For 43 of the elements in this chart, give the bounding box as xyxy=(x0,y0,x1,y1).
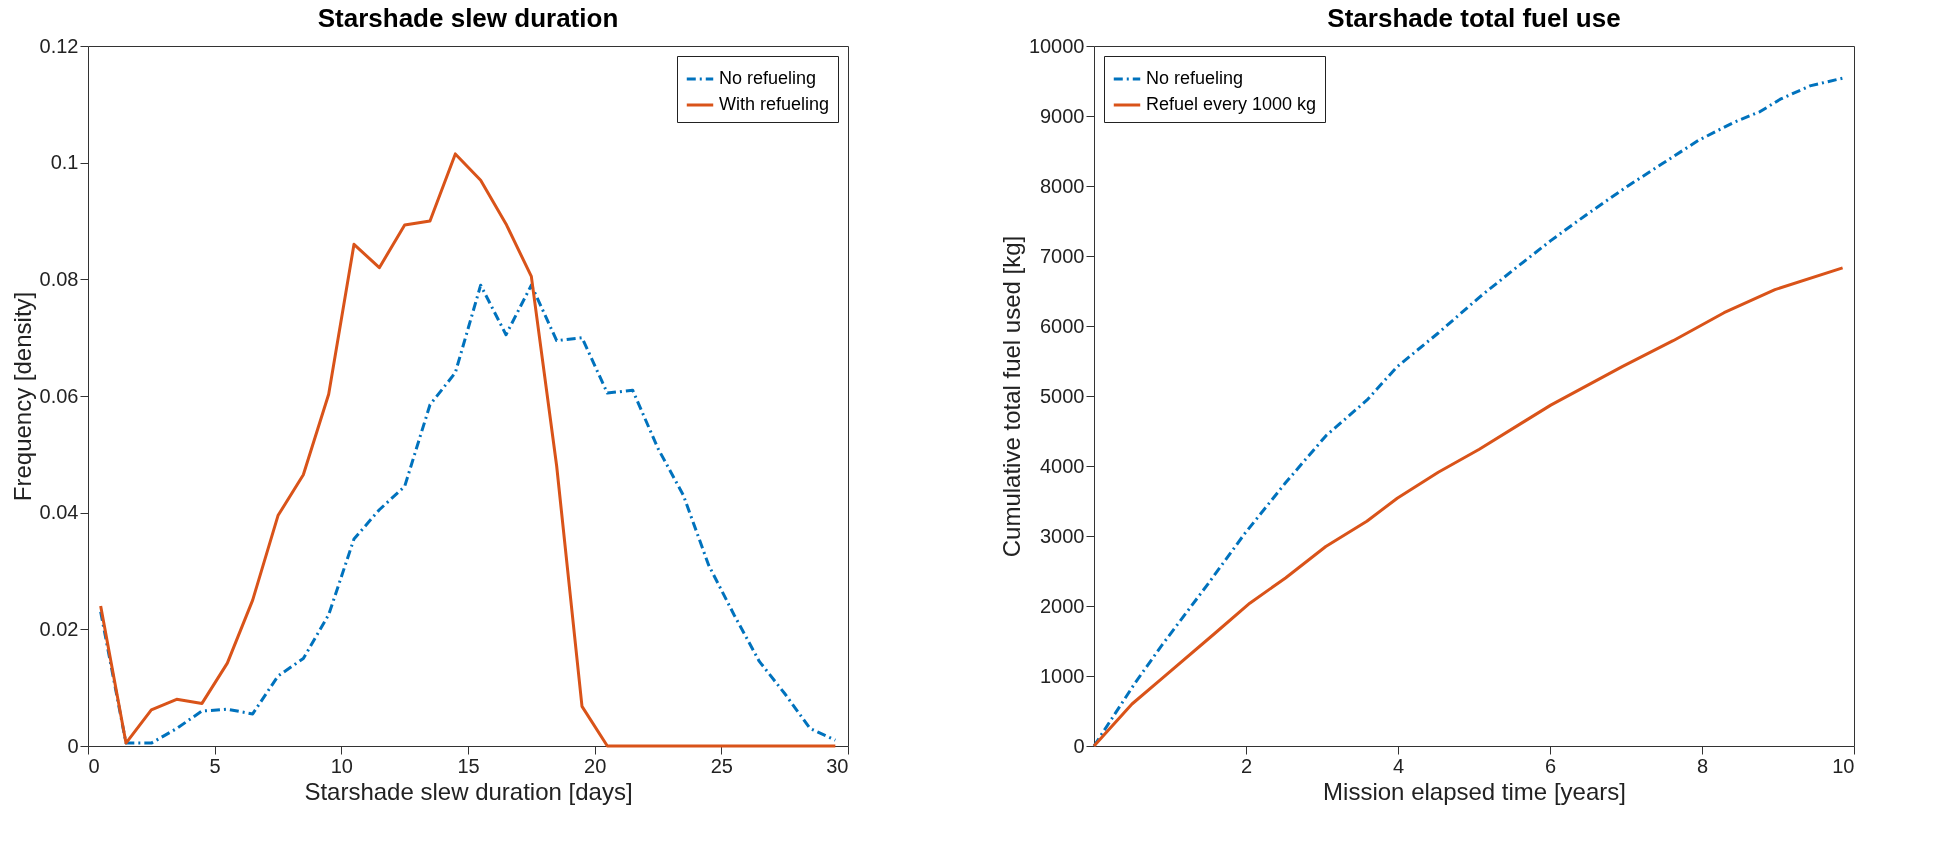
y-tick-label: 0 xyxy=(1073,734,1085,757)
x-tick-label: 20 xyxy=(584,754,607,777)
y-tick-label: 0.04 xyxy=(39,501,79,524)
line-series xyxy=(99,283,837,745)
y-tick-label: 0 xyxy=(67,734,79,757)
legend-label: No refueling xyxy=(1146,68,1244,88)
y-tick-label: 2000 xyxy=(1040,594,1085,617)
x-tick-label: 8 xyxy=(1696,754,1709,777)
y-tick-label: 10000 xyxy=(1028,34,1085,57)
x-tick-label: 15 xyxy=(457,754,480,777)
y-tick-label: 0.08 xyxy=(39,267,79,290)
x-tick-label: 5 xyxy=(209,754,221,777)
x-tick-label: 10 xyxy=(1832,754,1855,777)
x-tick-label: 0 xyxy=(88,754,100,777)
y-tick-label: 0.1 xyxy=(50,151,79,174)
y-tick-label: 6000 xyxy=(1040,314,1085,337)
x-tick-label: 2 xyxy=(1240,754,1253,777)
x-tick-label: 25 xyxy=(710,754,733,777)
legend-label: Refuel every 1000 kg xyxy=(1146,94,1317,114)
x-axis-title: Mission elapsed time [years] xyxy=(1323,777,1626,805)
y-tick-label: 0.06 xyxy=(39,384,79,407)
y-tick-label: 3000 xyxy=(1040,524,1085,547)
y-tick-label: 0.02 xyxy=(39,617,79,640)
y-tick-label: 8000 xyxy=(1040,174,1085,197)
y-axis-title: Cumulative total fuel used [kg] xyxy=(997,235,1025,558)
line-series xyxy=(1092,266,1845,748)
chart-title: Starshade total fuel use xyxy=(1327,3,1621,33)
y-tick-label: 4000 xyxy=(1040,454,1085,477)
y-tick-label: 7000 xyxy=(1040,244,1085,267)
legend-label: With refueling xyxy=(719,94,830,114)
x-tick-label: 6 xyxy=(1544,754,1557,777)
y-tick-label: 1000 xyxy=(1040,664,1085,687)
y-tick-label: 0.12 xyxy=(39,34,79,57)
x-tick-label: 30 xyxy=(826,754,849,777)
y-tick-label: 9000 xyxy=(1040,104,1085,127)
line-series xyxy=(99,152,837,748)
y-axis-title: Frequency [density] xyxy=(8,291,36,502)
x-axis-title: Starshade slew duration [days] xyxy=(304,777,633,805)
x-tick-label: 10 xyxy=(330,754,353,777)
x-tick-label: 4 xyxy=(1392,754,1405,777)
legend-label: No refueling xyxy=(719,68,817,88)
y-tick-label: 5000 xyxy=(1040,384,1085,407)
chart-title: Starshade slew duration xyxy=(317,3,619,33)
